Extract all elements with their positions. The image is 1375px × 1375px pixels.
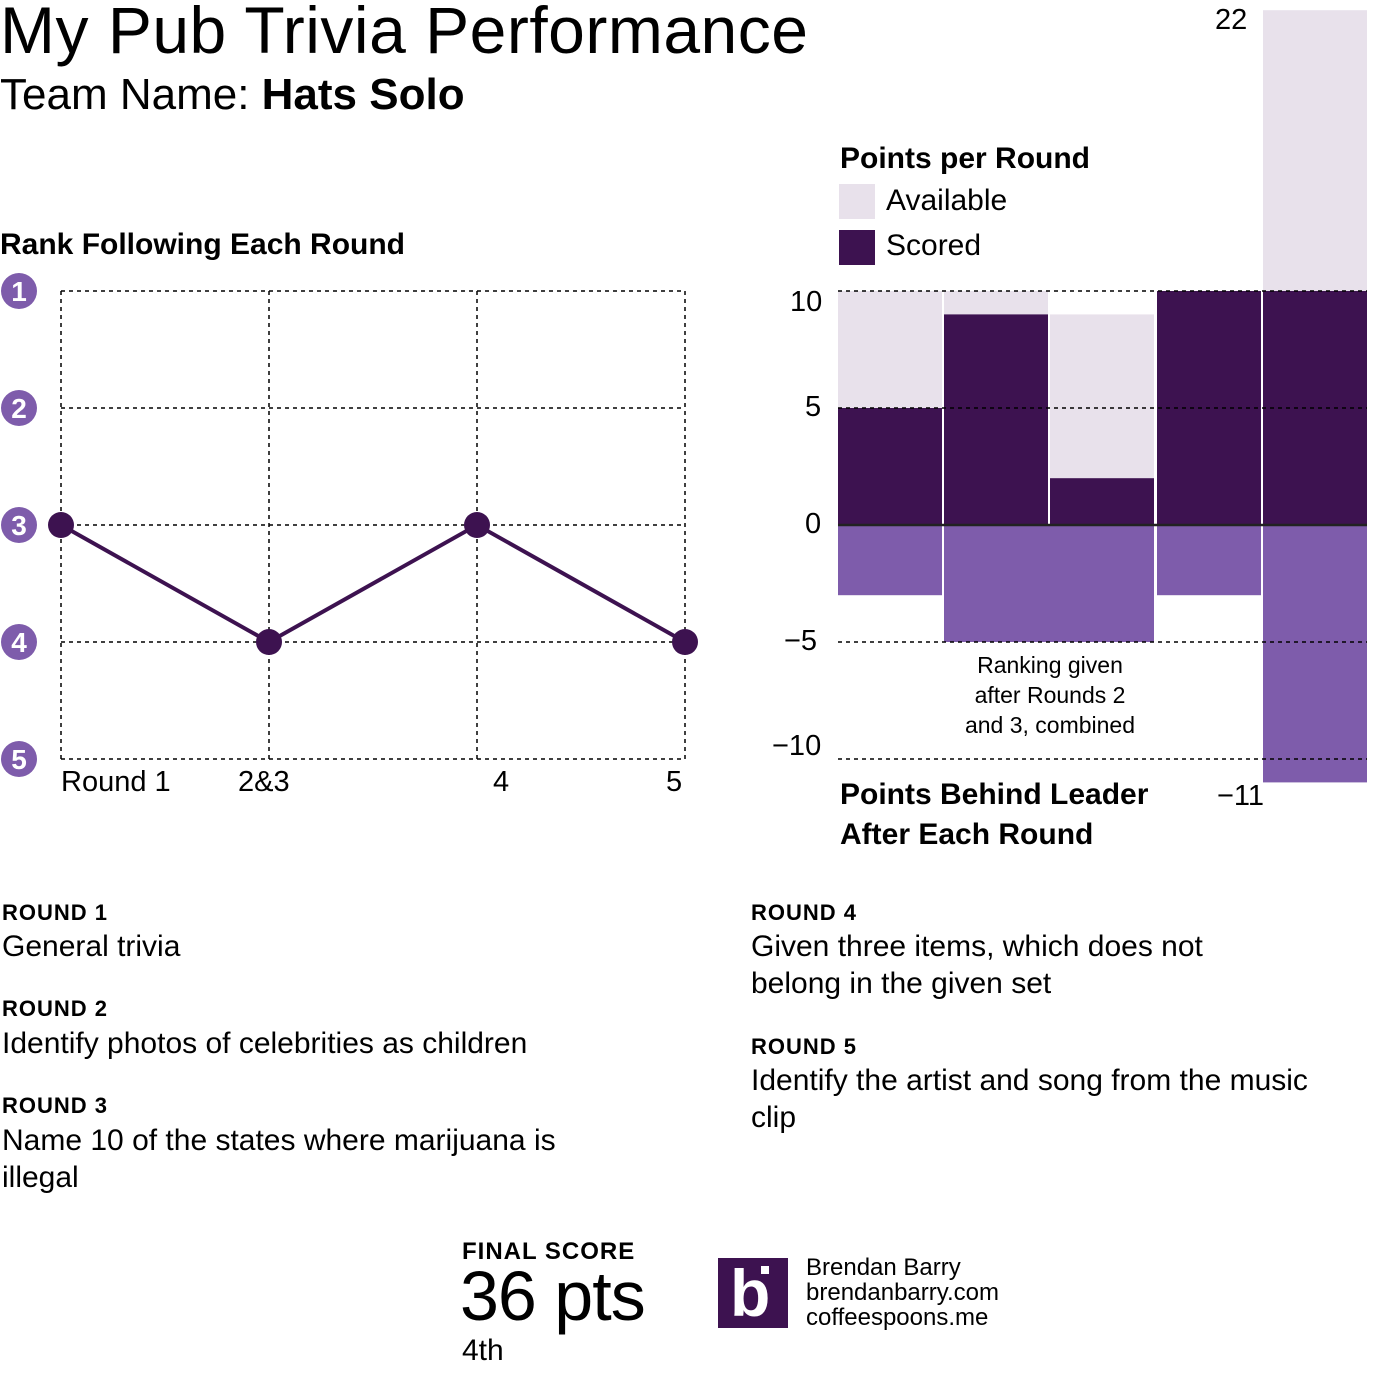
- rank-line: [60, 522, 686, 645]
- note-line-1: Ranking given: [977, 652, 1123, 678]
- round-3-heading: ROUND 3: [2, 1093, 109, 1118]
- team-name: Hats Solo: [261, 70, 465, 119]
- final-score-label: FINAL SCORE: [462, 1238, 636, 1265]
- rank-xlabel-4: 4: [493, 766, 510, 798]
- rank-badge-1-circle: [1, 273, 37, 309]
- legend-swatch-available: [839, 184, 875, 219]
- scored-bar-round-1: [838, 408, 942, 525]
- legend-label-scored: Scored: [886, 229, 982, 262]
- note-line-2: after Rounds 2: [974, 682, 1126, 708]
- rank-point-3: [464, 512, 490, 538]
- rank-badge-5-circle: [1, 741, 37, 777]
- rank-badge-2-circle: [1, 390, 37, 426]
- note-line-3: and 3, combined: [964, 712, 1136, 738]
- behind-bar-3: [1157, 525, 1261, 596]
- max-available-label: 22: [1215, 4, 1248, 36]
- ytick-10: 10: [790, 286, 823, 318]
- round-2-description: Identify photos of celebrities as childr…: [2, 1027, 528, 1060]
- rank-xlabel-5: 5: [666, 766, 683, 798]
- ytick-0: 0: [805, 508, 822, 540]
- ytick-neg10: −10: [772, 730, 822, 762]
- behind-title-line2: After Each Round: [840, 818, 1094, 851]
- round-5-description: Identify the artist and song from the mu…: [751, 1064, 1308, 1134]
- behind-title-line1: Points Behind Leader: [840, 778, 1149, 811]
- rank-badge-5-label: 5: [11, 744, 27, 775]
- rank-badge-2-label: 2: [11, 393, 27, 424]
- behind-bar-2: [944, 525, 1154, 642]
- logo-dot: [761, 1266, 769, 1274]
- rank-point-2: [256, 629, 282, 655]
- rank-xlabel-round1: Round 1: [61, 766, 171, 798]
- credit-name: Brendan Barry: [806, 1254, 961, 1281]
- rank-point-4: [672, 629, 698, 655]
- credit-site-2[interactable]: coffeespoons.me: [806, 1304, 989, 1331]
- rank-badge-3-circle: [1, 507, 37, 543]
- round-4-description: Given three items, which does not belong…: [751, 930, 1203, 1000]
- behind-min-label: −11: [1217, 780, 1265, 812]
- rank-badge-4-label: 4: [11, 627, 27, 658]
- team-line: Team Name: Hats Solo: [0, 70, 465, 120]
- round-2-heading: ROUND 2: [2, 996, 109, 1021]
- rank-badge-4-circle: [1, 624, 37, 660]
- credit-block: Brendan Barry brendanbarry.com coffeespo…: [806, 1255, 999, 1330]
- legend-swatch-scored: [839, 230, 875, 265]
- credit-site-1[interactable]: brendanbarry.com: [806, 1279, 999, 1306]
- rank-badge-3-label: 3: [11, 510, 27, 541]
- round-4-heading: ROUND 4: [751, 900, 858, 925]
- ytick-neg5: −5: [784, 625, 818, 657]
- final-score-value: 36 pts: [460, 1257, 646, 1335]
- final-place: 4th: [462, 1334, 504, 1367]
- rounds-combined-note: Ranking given after Rounds 2 and 3, comb…: [935, 650, 1165, 740]
- brand-logo: b: [718, 1258, 788, 1328]
- ytick-5: 5: [805, 391, 822, 423]
- behind-bar-1: [838, 525, 942, 596]
- points-chart-title: Points per Round: [840, 142, 1090, 175]
- legend-label-available: Available: [886, 184, 1008, 217]
- rank-chart-title: Rank Following Each Round: [0, 228, 405, 261]
- rank-xlabel-2and3: 2&3: [238, 766, 290, 798]
- scored-bar-round-3: [1050, 478, 1154, 525]
- page-title: My Pub Trivia Performance: [0, 0, 809, 67]
- round-1-description: General trivia: [2, 930, 181, 963]
- round-5-heading: ROUND 5: [751, 1034, 858, 1059]
- round-1-heading: ROUND 1: [2, 900, 109, 925]
- behind-bar-4: [1263, 525, 1367, 783]
- round-3-description: Name 10 of the states where marijuana is…: [2, 1124, 556, 1194]
- scored-bar-round-2: [944, 314, 1048, 525]
- team-label: Team Name:: [0, 70, 250, 119]
- rank-badge-1-label: 1: [11, 276, 27, 307]
- rank-point-1: [48, 512, 74, 538]
